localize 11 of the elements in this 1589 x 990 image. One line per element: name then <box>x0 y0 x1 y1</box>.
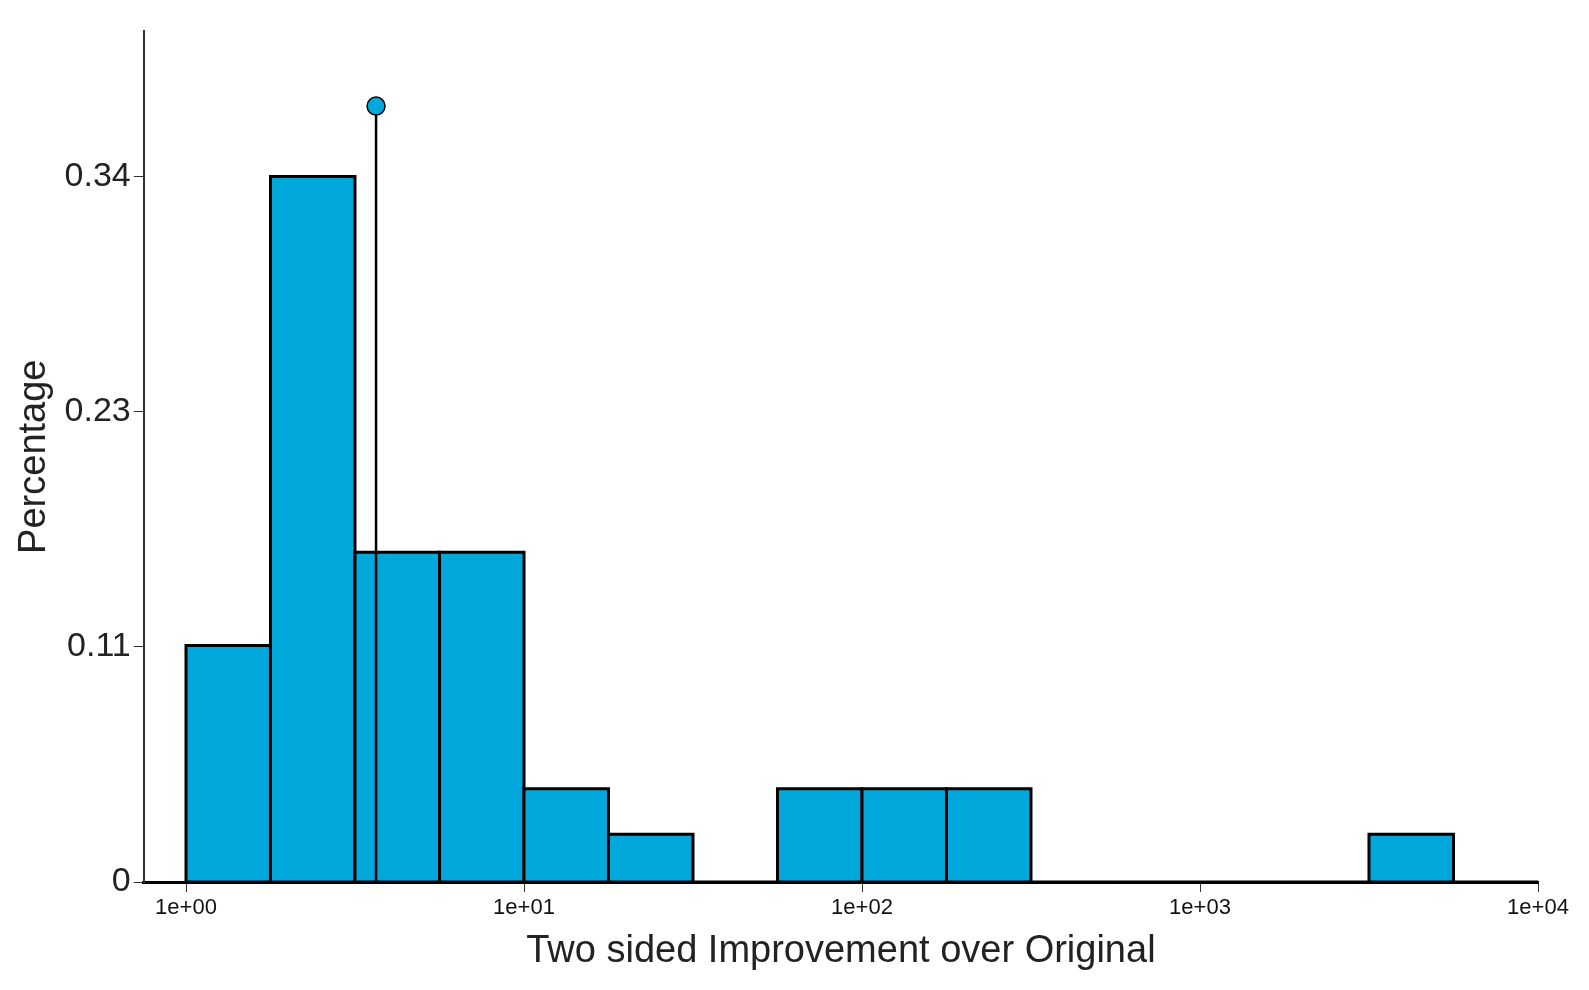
x-tick-label: 1e+00 <box>155 894 217 920</box>
y-tick-label: 0.34 <box>64 155 131 193</box>
x-tick-label: 1e+03 <box>1169 894 1231 920</box>
y-tick-label: 0.11 <box>67 625 131 664</box>
y-tick-label: 0 <box>111 860 131 899</box>
x-tick-label: 1e+01 <box>493 894 555 920</box>
y-axis-title: Percentage <box>11 359 54 554</box>
x-tick-label: 1e+04 <box>1507 894 1569 920</box>
x-axis-title: Two sided Improvement over Original <box>526 927 1156 970</box>
x-tick-label: 1e+02 <box>831 894 893 920</box>
y-tick-label: 0.23 <box>64 390 131 429</box>
